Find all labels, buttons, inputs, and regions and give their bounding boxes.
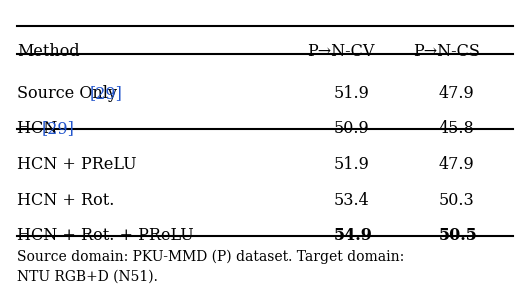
Text: P→N-CV: P→N-CV [307,43,375,59]
Text: HCN + Rot.: HCN + Rot. [17,192,114,209]
Text: 47.9: 47.9 [439,85,475,102]
Text: 53.4: 53.4 [333,192,369,209]
Text: 54.9: 54.9 [333,227,373,244]
Text: 45.8: 45.8 [439,120,475,137]
Text: 47.9: 47.9 [439,156,475,173]
Text: Source Only: Source Only [17,85,122,102]
Text: 50.5: 50.5 [439,227,478,244]
Text: 50.3: 50.3 [439,192,475,209]
Text: HCN: HCN [17,120,63,137]
Text: HCN + PReLU: HCN + PReLU [17,156,137,173]
Text: Method: Method [17,43,80,59]
Text: 51.9: 51.9 [333,85,369,102]
Text: 51.9: 51.9 [333,156,369,173]
Text: 50.9: 50.9 [333,120,369,137]
Text: P→N-CS: P→N-CS [413,43,480,59]
Text: HCN + Rot. + PReLU: HCN + Rot. + PReLU [17,227,194,244]
Text: [29]: [29] [90,85,123,102]
Text: Source domain: PKU-MMD (P) dataset. Target domain:
NTU RGB+D (N51).: Source domain: PKU-MMD (P) dataset. Targ… [17,250,404,284]
Text: [29]: [29] [41,120,74,137]
